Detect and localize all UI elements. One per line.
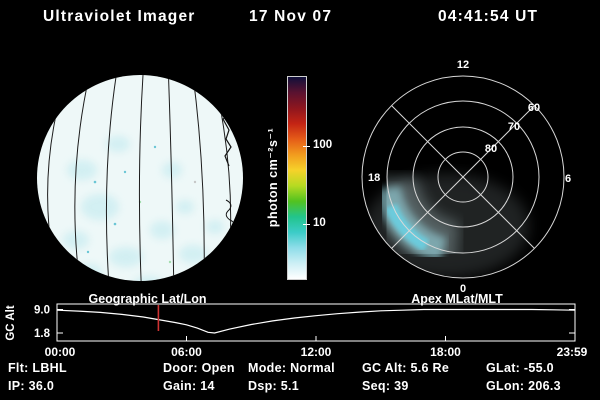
status-seq: Seq: 39 xyxy=(362,379,409,393)
status-gain: Gain: 14 xyxy=(163,379,215,393)
status-label: GLon: xyxy=(486,379,525,393)
status-value: Normal xyxy=(290,361,335,375)
status-dsp: Dsp: 5.1 xyxy=(248,379,299,393)
geo-panel-caption: Geographic Lat/Lon xyxy=(88,292,207,306)
status-value: Open xyxy=(201,361,235,375)
altitude-strip-chart: GC Alt 9.0 1.8 00:00 06:00 12:00 18:00 2… xyxy=(5,303,588,359)
geographic-image-panel xyxy=(37,75,243,281)
status-flt: Flt: LBHL xyxy=(8,361,67,375)
status-value: -55.0 xyxy=(523,361,554,375)
status-label: Flt: xyxy=(8,361,29,375)
mlat-60-label: 60 xyxy=(528,102,540,114)
earth-disk xyxy=(37,75,243,281)
colorbar-tick-label-100: 100 xyxy=(313,139,333,151)
status-glat: GLat: -55.0 xyxy=(486,361,554,375)
status-value: 39 xyxy=(394,379,409,393)
colorbar-gradient xyxy=(287,76,307,280)
status-label: Mode: xyxy=(248,361,287,375)
status-glon: GLon: 206.3 xyxy=(486,379,561,393)
header-date: 17 Nov 07 xyxy=(249,8,333,25)
aurora-emission xyxy=(365,174,529,278)
mlt-0-label: 0 xyxy=(460,283,466,295)
status-label: IP: xyxy=(8,379,25,393)
status-label: Gain: xyxy=(163,379,197,393)
ytick-max-label: 9.0 xyxy=(34,305,50,317)
status-ip: IP: 36.0 xyxy=(8,379,54,393)
orbit-curve xyxy=(56,308,575,334)
status-mode: Mode: Normal xyxy=(248,361,335,375)
strip-ylabel: GC Alt xyxy=(5,305,17,341)
mlt-12-label: 12 xyxy=(457,59,469,71)
colorbar-tick-mark-100 xyxy=(303,146,310,147)
colorbar-tick-label-10: 10 xyxy=(313,217,326,229)
mlat-70-label: 70 xyxy=(508,121,520,133)
xtick-0000: 00:00 xyxy=(45,345,76,359)
colorbar-tick-mark-10 xyxy=(303,224,310,225)
polar-grid xyxy=(361,75,565,279)
status-label: Door: xyxy=(163,361,198,375)
mlt-18-label: 18 xyxy=(368,172,380,184)
ytick-min-label: 1.8 xyxy=(34,328,51,340)
polar-panel-caption: Apex MLat/MLT xyxy=(411,292,503,306)
status-label: GC Alt: xyxy=(362,361,407,375)
status-label: Dsp: xyxy=(248,379,277,393)
status-label: Seq: xyxy=(362,379,391,393)
mlt-6-label: 6 xyxy=(565,173,571,185)
xtick-0600: 06:00 xyxy=(171,345,202,359)
polar-dial-panel: 12 0 18 6 80 70 60 xyxy=(361,59,571,295)
status-door: Door: Open xyxy=(163,361,235,375)
status-value: 5.1 xyxy=(280,379,300,393)
status-value: LBHL xyxy=(32,361,67,375)
status-value: 14 xyxy=(200,379,215,393)
status-value: 5.6 Re xyxy=(410,361,450,375)
colorbar-unit-label: photon cm⁻²s⁻¹ xyxy=(266,127,280,228)
xtick-1200: 12:00 xyxy=(301,345,332,359)
status-gc-alt: GC Alt: 5.6 Re xyxy=(362,361,449,375)
status-label: GLat: xyxy=(486,361,521,375)
status-value: 36.0 xyxy=(28,379,55,393)
xtick-2359: 23:59 xyxy=(557,345,588,359)
strip-axis-ticks xyxy=(56,309,576,341)
page-title: Ultraviolet Imager xyxy=(43,8,196,25)
header-time: 04:41:54 UT xyxy=(438,8,539,25)
mlat-80-label: 80 xyxy=(485,143,497,155)
xtick-1800: 18:00 xyxy=(430,345,461,359)
status-value: 206.3 xyxy=(528,379,561,393)
